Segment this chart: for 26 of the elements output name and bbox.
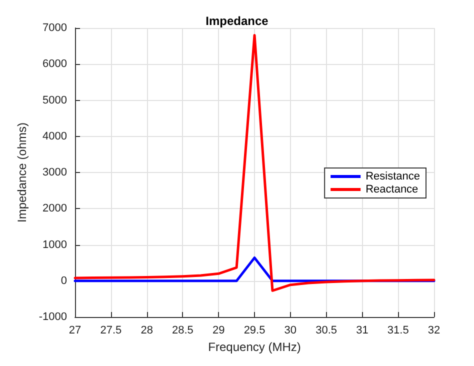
legend-label: Reactance <box>366 184 418 196</box>
y-tick-label: 2000 <box>42 202 68 215</box>
legend-label: Resistance <box>366 170 420 182</box>
y-tick-label: 6000 <box>42 58 68 70</box>
y-tick-label: 7000 <box>42 22 68 34</box>
x-tick-label: 28.5 <box>172 324 194 336</box>
x-tick-label: 29 <box>212 324 225 336</box>
y-tick-label: 3000 <box>42 166 68 178</box>
x-tick-label: 32 <box>428 324 440 336</box>
x-tick-label: 28 <box>140 324 153 336</box>
x-tick-label: 30.5 <box>316 324 338 336</box>
x-tick-label: 31.5 <box>387 324 409 336</box>
chart-title: Impedance <box>206 14 269 28</box>
x-tick-label: 27.5 <box>100 324 122 336</box>
line-series <box>74 34 436 292</box>
x-tick-label: 30 <box>284 324 297 336</box>
y-axis-title: Impedance (ohms) <box>15 122 29 223</box>
x-tick-label: 27 <box>68 324 82 336</box>
x-axis-title: Frequency (MHz) <box>208 340 301 354</box>
x-tick-label: 31 <box>356 324 368 336</box>
y-tick-label: 1000 <box>42 238 68 251</box>
y-tick-label: 0 <box>60 274 68 287</box>
y-tick-label: 4000 <box>42 130 68 142</box>
y-tick-label: 5000 <box>42 94 68 106</box>
y-tick-label: -1000 <box>38 311 68 323</box>
x-tick-label: 29.5 <box>244 324 266 336</box>
